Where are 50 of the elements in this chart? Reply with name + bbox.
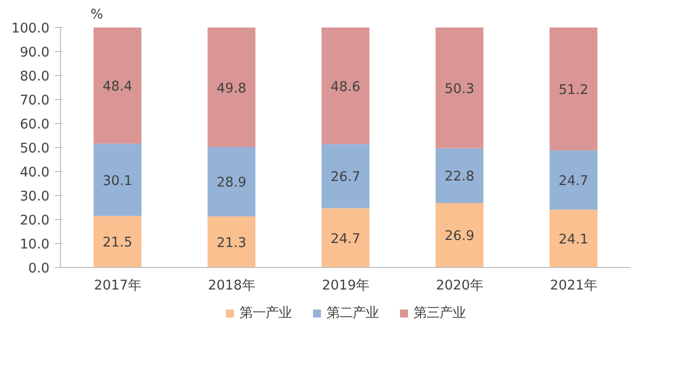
data-label: 48.6 — [330, 80, 360, 95]
data-label: 21.3 — [216, 236, 246, 251]
bar — [550, 150, 598, 210]
y-tick-label: 50.0 — [20, 142, 50, 156]
y-tick-label: 10.0 — [20, 238, 50, 252]
bar — [322, 144, 370, 208]
bar — [436, 202, 484, 268]
data-label: 49.8 — [216, 81, 246, 96]
x-tick-label: 2021年 — [550, 278, 597, 294]
y-tick-label: 60.0 — [20, 118, 50, 132]
data-label: 26.7 — [330, 170, 360, 186]
bar — [208, 28, 256, 148]
data-label: 51.2 — [558, 82, 588, 98]
data-label: 24.7 — [330, 232, 360, 247]
legend-label: 第一产业 — [240, 304, 292, 322]
y-tick-label: 30.0 — [20, 190, 50, 204]
data-label: 50.3 — [444, 82, 474, 97]
x-tick-label: 2017年 — [94, 278, 141, 294]
bar — [94, 144, 142, 216]
bar — [208, 216, 256, 268]
y-axis-title: % — [90, 8, 104, 22]
bar — [550, 28, 598, 150]
data-label: 26.9 — [444, 229, 474, 244]
y-tick-label: 40.0 — [20, 166, 50, 180]
legend-label: 第三产业 — [414, 304, 466, 322]
data-label: 30.1 — [102, 174, 132, 189]
bar — [208, 147, 256, 216]
bar — [322, 28, 370, 144]
bar — [322, 208, 370, 268]
data-label: 48.4 — [102, 80, 132, 95]
data-label: 21.5 — [102, 236, 132, 251]
y-tick-label: 90.0 — [20, 46, 50, 60]
y-tick-label: 70.0 — [20, 94, 50, 108]
y-tick-label: 80.0 — [20, 70, 50, 84]
data-label: 24.7 — [558, 174, 588, 190]
y-tick-label: 100.0 — [11, 22, 50, 36]
data-label: 22.8 — [444, 170, 474, 185]
y-tick-label: 0.0 — [28, 262, 50, 276]
y-tick-label: 20.0 — [20, 214, 50, 228]
x-tick-label: 2018年 — [208, 278, 255, 294]
bar — [94, 28, 142, 144]
legend-label: 第二产业 — [326, 304, 378, 322]
bar — [436, 28, 484, 148]
data-label: 24.1 — [558, 232, 588, 248]
bar — [94, 216, 142, 268]
bar — [436, 148, 484, 203]
data-label: 28.9 — [216, 176, 246, 191]
x-tick-label: 2020年 — [436, 278, 483, 294]
bar — [550, 210, 598, 268]
x-tick-label: 2019年 — [322, 278, 369, 294]
